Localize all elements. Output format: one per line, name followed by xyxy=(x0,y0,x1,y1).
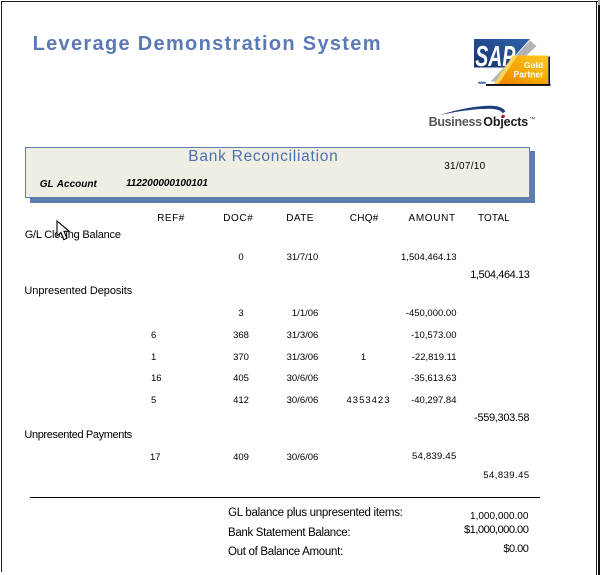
svg-text:Objects: Objects xyxy=(483,115,528,129)
svg-text:Gold: Gold xyxy=(524,60,543,70)
svg-text:™: ™ xyxy=(529,116,535,123)
svg-text:Business: Business xyxy=(429,115,483,129)
svg-text:Partner: Partner xyxy=(514,70,544,80)
